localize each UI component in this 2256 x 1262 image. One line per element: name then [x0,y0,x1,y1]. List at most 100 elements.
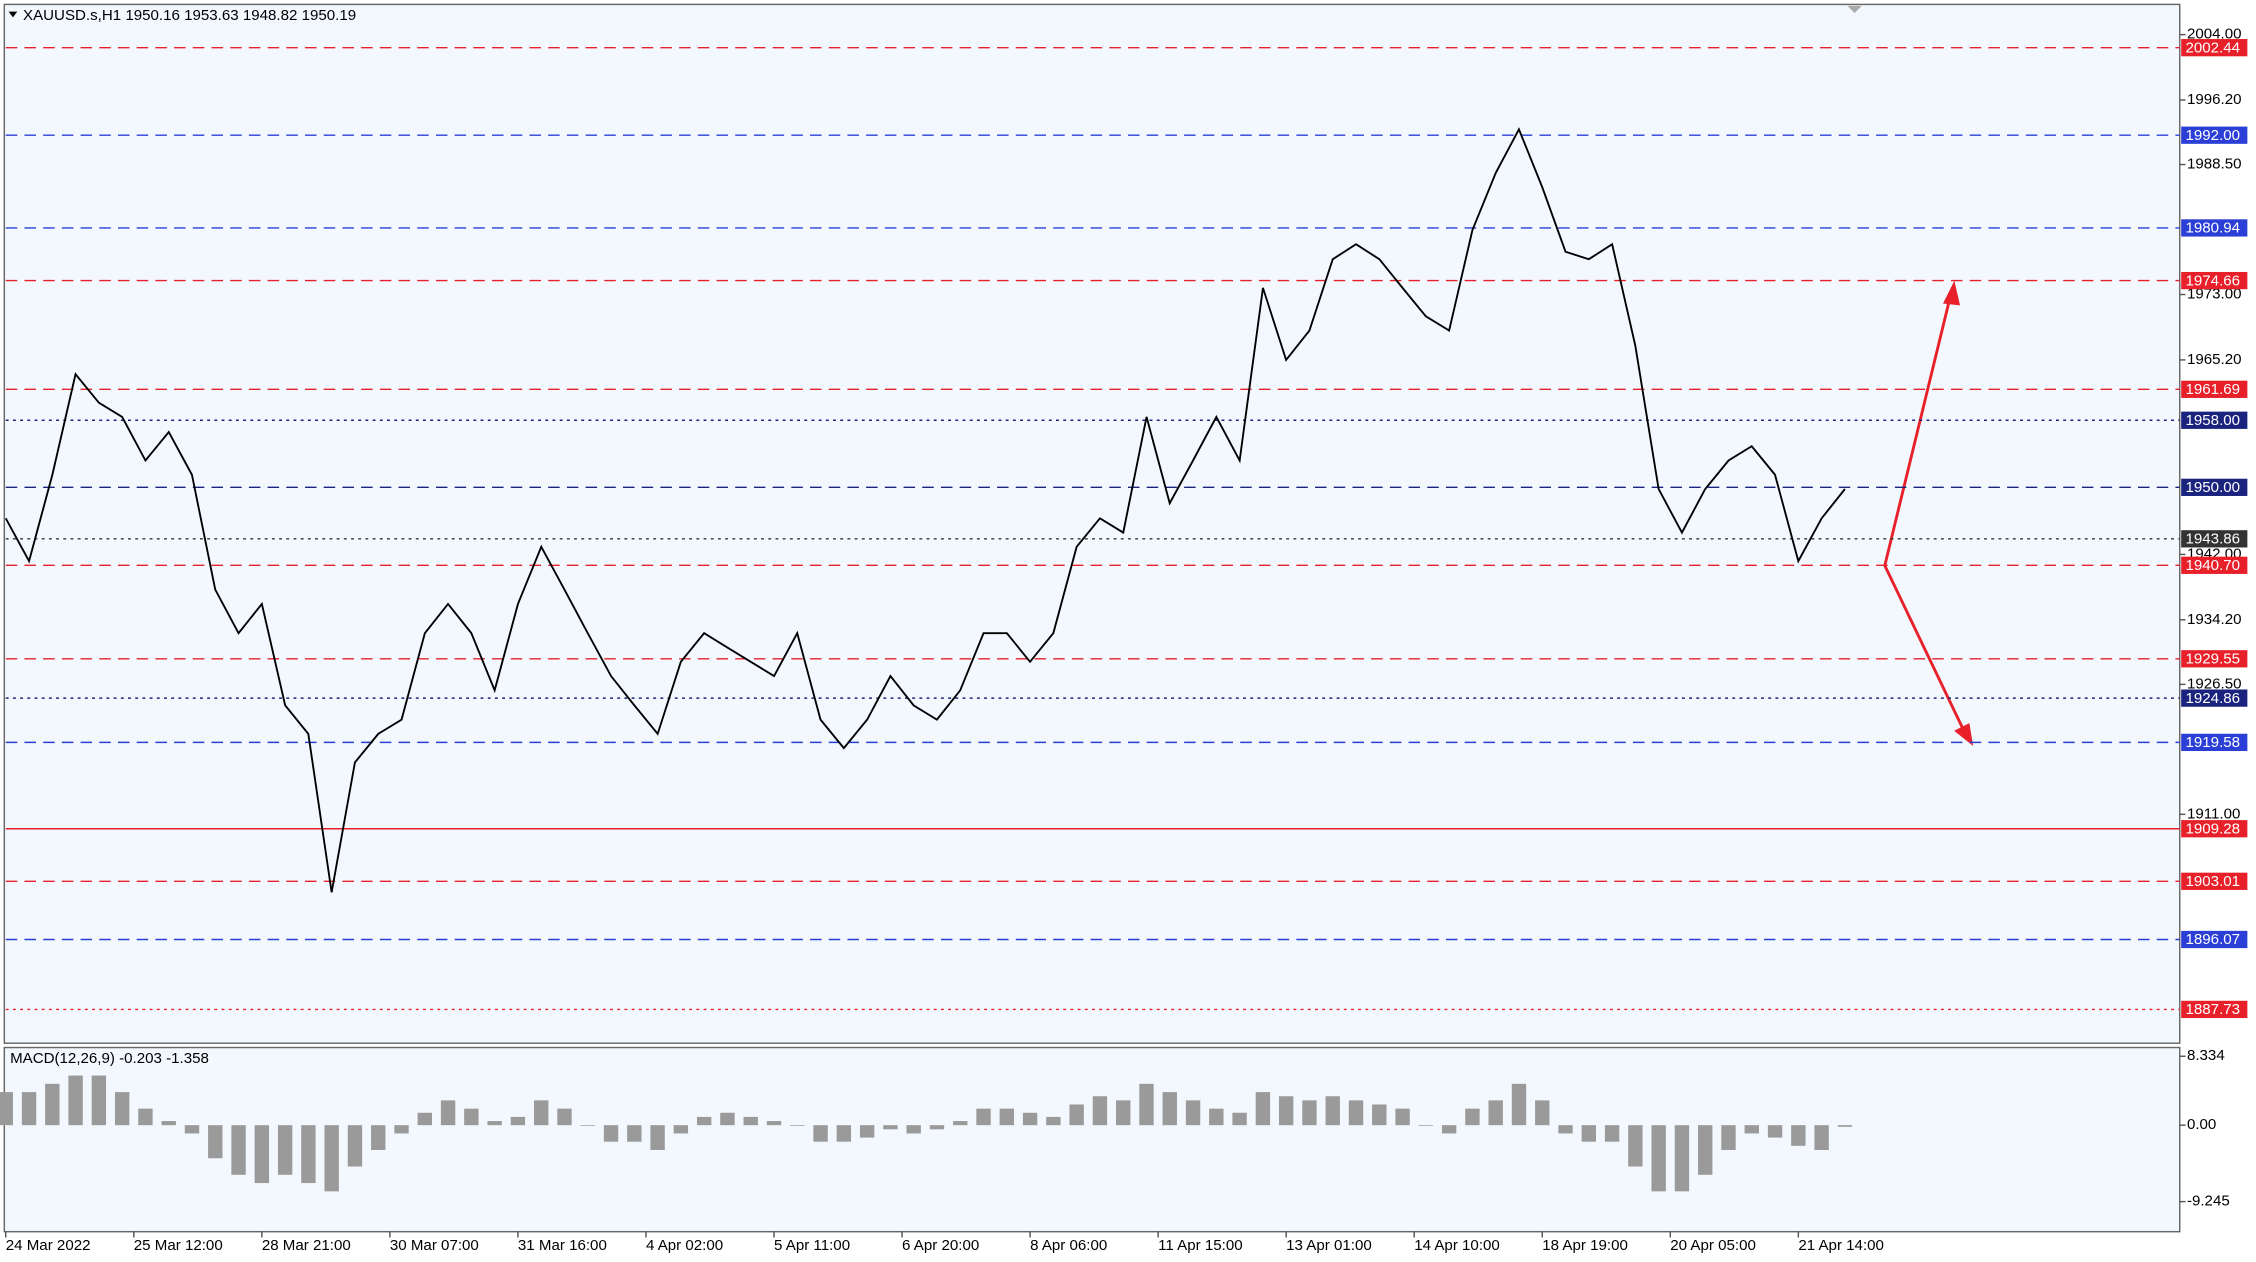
macd-bar [371,1125,386,1150]
arrow-down [1883,564,1967,735]
y-tick-label: 1988.50 [2187,156,2242,173]
macd-bar [347,1125,363,1167]
x-tick-label: 8 Apr 06:00 [1030,1237,1107,1254]
level-label: 1924.86 [2186,690,2241,707]
y-tick-label: 1926.50 [2187,675,2242,692]
macd-bar [1814,1125,1829,1150]
macd-bar [929,1125,945,1130]
macd-bar [627,1125,642,1142]
macd-bar [1395,1108,1410,1126]
x-tick-label: 6 Apr 20:00 [902,1237,979,1254]
macd-bar [1791,1125,1806,1146]
macd-bar [1651,1125,1666,1192]
macd-bar [1488,1100,1503,1126]
macd-bar [1046,1116,1061,1126]
macd-bar [906,1125,921,1134]
price-line [4,127,1846,893]
macd-bar [1581,1125,1597,1142]
macd-bar [1209,1108,1224,1126]
macd-bar [138,1108,153,1126]
macd-bar [184,1125,200,1134]
level-label-box [2181,1000,2248,1019]
level-label: 1974.66 [2186,272,2241,289]
level-label: 1887.73 [2186,1001,2241,1018]
level-label: 1940.70 [2186,557,2241,574]
macd-bar [580,1125,595,1126]
x-tick-label: 4 Apr 02:00 [646,1237,723,1254]
x-tick-label: 28 Mar 21:00 [262,1237,351,1254]
level-label-box [2181,650,2248,668]
level-label-box [2181,930,2248,949]
macd-bar [976,1108,991,1126]
macd-bar [1255,1092,1271,1126]
x-tick-label: 31 Mar 16:00 [518,1237,607,1254]
macd-bar [813,1125,828,1142]
macd-bar [1441,1125,1457,1134]
macd-bar [1628,1125,1643,1167]
macd-bar [1162,1092,1177,1126]
macd-bar [510,1116,526,1126]
x-tick-label: 5 Apr 11:00 [774,1237,850,1254]
macd-bar [1092,1096,1108,1126]
macd-bar [1232,1112,1247,1126]
macd-bar [1535,1100,1550,1126]
macd-bar [859,1125,875,1138]
macd-bar [277,1125,293,1175]
y-tick-label: 1996.20 [2187,91,2242,108]
macd-bar [114,1092,130,1126]
macd-bar [1698,1125,1713,1175]
x-tick-label: 18 Apr 19:00 [1542,1237,1628,1254]
x-tick-label: 24 Mar 2022 [6,1237,91,1254]
macd-bar [1302,1100,1317,1126]
x-tick-label: 11 Apr 15:00 [1158,1237,1242,1254]
x-tick-label: 21 Apr 14:00 [1798,1237,1884,1254]
level-label: 1896.07 [2186,931,2241,948]
level-label: 2002.44 [2186,39,2241,56]
macd-bar [464,1108,479,1126]
arrow-head [1943,280,1961,306]
level-label-box [2181,39,2248,57]
x-tick-label: 30 Mar 07:00 [390,1237,479,1254]
macd-bar [231,1125,246,1175]
macd-bar [1465,1108,1480,1126]
macd-bar [1558,1125,1573,1134]
level-label-box [2181,733,2248,752]
macd-bar [766,1121,782,1126]
level-label-box [2181,872,2248,890]
macd-bar [91,1075,107,1126]
macd-bar [324,1125,339,1192]
y-tick-label: 0.00 [2187,1116,2216,1133]
level-label-box [2181,380,2248,398]
level-label: 1950.00 [2186,479,2241,496]
x-tick-label: 25 Mar 12:00 [134,1237,223,1254]
level-label-box [2181,556,2248,574]
x-tick-label: 13 Apr 01:00 [1286,1237,1372,1254]
macd-bar [1348,1100,1364,1126]
arrow-head [1954,723,1974,746]
menu-icon[interactable] [8,11,18,18]
macd-bar [603,1125,619,1142]
level-label: 1909.28 [2186,820,2241,837]
level-label: 1980.94 [2186,220,2241,237]
macd-bar [1116,1100,1131,1126]
macd-bar [1418,1125,1434,1126]
level-label-box [2181,530,2248,548]
level-label: 1958.00 [2186,412,2241,429]
macd-bar [1069,1104,1084,1126]
y-tick-label: 1965.20 [2187,351,2242,368]
macd-bar [487,1121,502,1126]
level-label-box [2181,411,2248,429]
macd-bar [1604,1125,1620,1142]
macd-bar [953,1121,968,1126]
x-tick-label: 14 Apr 10:00 [1414,1237,1500,1254]
price-panel [3,3,2181,1044]
macd-bar [1674,1125,1690,1192]
level-label-box [2181,689,2248,707]
level-label-box [2181,126,2248,144]
level-label: 1992.00 [2186,127,2241,144]
macd-bar [1278,1096,1294,1126]
macd-bar [1185,1100,1201,1126]
x-tick-label: 20 Apr 05:00 [1670,1237,1756,1254]
